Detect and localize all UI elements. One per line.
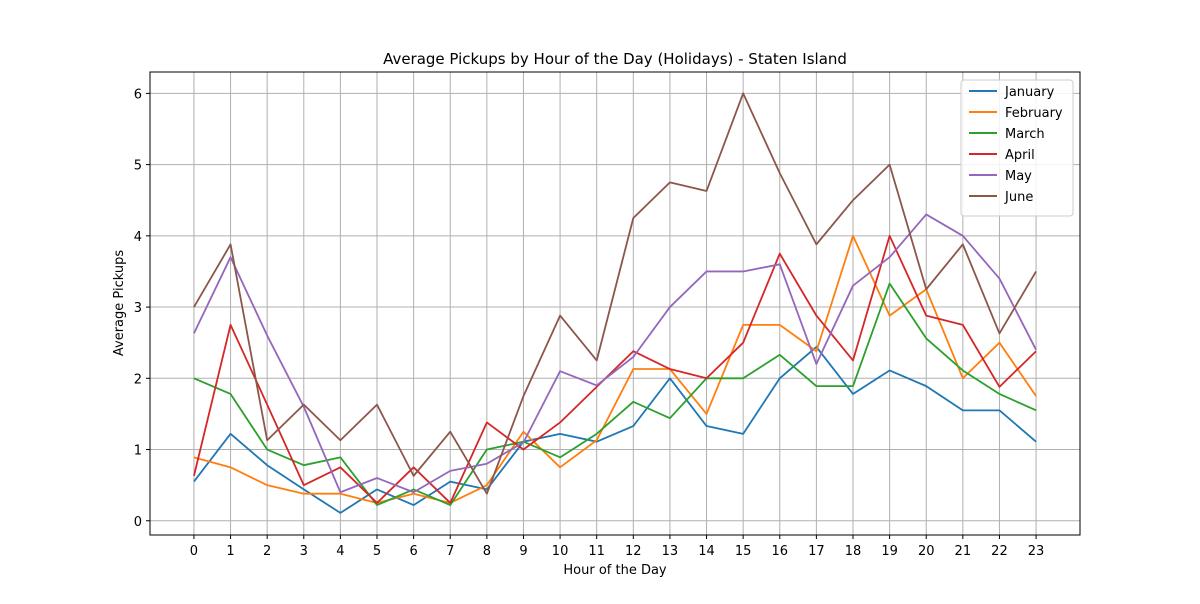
x-tick-label: 1 — [226, 544, 234, 559]
x-tick-label: 2 — [263, 544, 271, 559]
series-line-june — [193, 92, 1037, 495]
x-tick-label: 9 — [519, 544, 527, 559]
x-tick-label: 15 — [735, 544, 752, 559]
y-axis-label: Average Pickups — [112, 250, 127, 356]
legend-box — [960, 79, 1074, 217]
y-tick-label: 4 — [134, 230, 142, 245]
x-tick-label: 22 — [991, 544, 1008, 559]
x-tick-label: 12 — [625, 544, 642, 559]
series-line-march — [193, 282, 1037, 506]
y-tick-label: 6 — [134, 87, 142, 102]
x-tick-label: 8 — [483, 544, 491, 559]
axes: 0 1 2 3 4 5 6 7 8 9 10 11 12 13 14 15 16 17 18 19 20 21 22 2301… — [134, 71, 1081, 559]
legend-label-january: January — [1004, 85, 1055, 100]
series-line-january — [193, 346, 1037, 514]
series-line-may — [193, 213, 1037, 494]
x-tick-label: 7 — [446, 544, 454, 559]
x-tick-label: 18 — [845, 544, 862, 559]
y-tick-label: 1 — [134, 444, 142, 459]
x-tick-label: 16 — [771, 544, 788, 559]
legend-label-february: February — [1005, 106, 1063, 121]
x-tick-label: 20 — [918, 544, 935, 559]
x-tick-label: 23 — [1028, 544, 1045, 559]
legend-label-may: May — [1005, 169, 1032, 184]
y-tick-label: 3 — [134, 301, 142, 316]
x-tick-label: 6 — [409, 544, 417, 559]
series-line-april — [193, 234, 1037, 504]
legend-label-june: June — [1004, 190, 1033, 205]
chart-title: Average Pickups by Hour of the Day (Holi… — [383, 50, 847, 68]
x-tick-label: 21 — [955, 544, 972, 559]
grid-lines — [150, 72, 1080, 535]
series-line-february — [193, 234, 1037, 504]
x-tick-label: 14 — [698, 544, 715, 559]
x-axis-label: Hour of the Day — [563, 563, 667, 578]
series-lines — [193, 92, 1037, 514]
x-tick-label: 19 — [881, 544, 898, 559]
x-tick-label: 13 — [662, 544, 679, 559]
y-tick-label: 2 — [134, 372, 142, 387]
x-tick-label: 11 — [588, 544, 605, 559]
plot-frame — [149, 71, 1081, 536]
x-tick-label: 5 — [373, 544, 381, 559]
legend: January February March April May June — [960, 79, 1074, 217]
x-tick-label: 3 — [300, 544, 308, 559]
legend-label-march: March — [1005, 127, 1045, 142]
x-tick-label: 10 — [552, 544, 569, 559]
y-tick-label: 5 — [134, 159, 142, 174]
x-tick-label: 4 — [336, 544, 344, 559]
y-tick-label: 0 — [134, 515, 142, 530]
x-tick-label: 0 — [190, 544, 198, 559]
x-tick-label: 17 — [808, 544, 825, 559]
legend-label-april: April — [1005, 148, 1035, 163]
